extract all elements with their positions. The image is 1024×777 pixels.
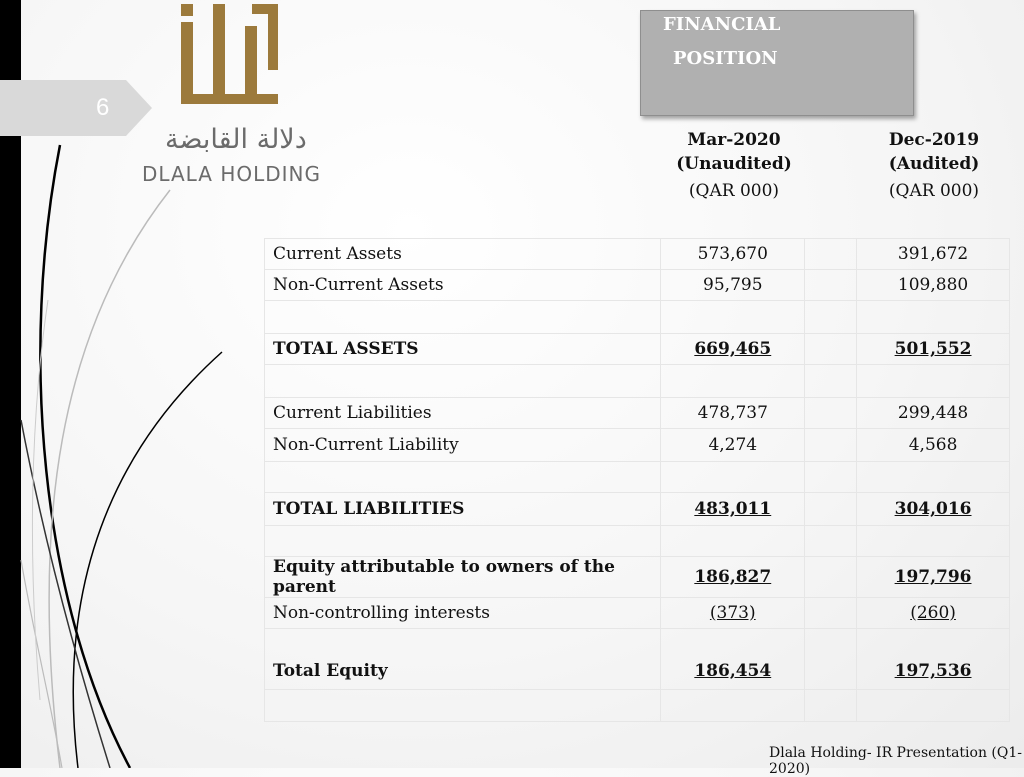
value-mar-2020: 669,465	[660, 333, 806, 365]
table-row: Non-controlling interests (373) (260)	[263, 597, 1010, 629]
table-row: Non-Current Liability 4,274 4,568	[263, 428, 1010, 462]
row-label: Current Assets	[263, 238, 662, 270]
value-dec-2019: 391,672	[856, 238, 1010, 270]
row-label: TOTAL ASSETS	[263, 333, 662, 365]
value-mar-2020: 573,670	[660, 238, 806, 270]
left-black-bar	[0, 0, 21, 768]
table-row: Current Liabilities 478,737 299,448	[263, 397, 1010, 429]
value-mar-2020: 186,827	[660, 556, 806, 598]
row-label: Non-Current Assets	[263, 269, 662, 301]
title-box: FINANCIAL POSITION	[640, 10, 914, 116]
footer-text: Dlala Holding- IR Presentation (Q1-2020)	[769, 745, 1022, 777]
table-row: Non-Current Assets 95,795 109,880	[263, 269, 1010, 301]
column-header-dec-2019: Dec-2019 (Audited) (QAR 000)	[834, 128, 1024, 203]
financial-position-table: Current Assets 573,670 391,672 Non-Curre…	[263, 238, 1010, 722]
value-dec-2019: 501,552	[856, 333, 1010, 365]
row-label: Total Equity	[263, 628, 662, 690]
row-label: Equity attributable to owners of the par…	[263, 556, 662, 598]
row-label: Non-controlling interests	[263, 597, 662, 629]
logo-english-text: DLALA HOLDING	[142, 162, 322, 186]
dlala-logo-mark	[181, 4, 278, 104]
value-mar-2020: 95,795	[660, 269, 806, 301]
table-row: Equity attributable to owners of the par…	[263, 556, 1010, 598]
column-unit: (QAR 000)	[688, 181, 780, 201]
spacer-row	[263, 689, 1010, 722]
title-line-1: FINANCIAL	[663, 14, 781, 35]
value-mar-2020: 186,454	[660, 628, 806, 690]
value-dec-2019: 197,796	[856, 556, 1010, 598]
decorative-curves	[20, 144, 223, 768]
spacer-row	[263, 525, 1010, 557]
spacer-row	[263, 461, 1010, 493]
title-line-2: POSITION	[673, 48, 778, 69]
slide-number: 6	[96, 94, 110, 121]
slide-number-tab	[0, 80, 152, 136]
row-label: Current Liabilities	[263, 397, 662, 429]
spacer-row	[263, 300, 1010, 334]
value-mar-2020: 4,274	[660, 428, 806, 462]
column-status: (Audited)	[888, 154, 980, 174]
value-dec-2019: 4,568	[856, 428, 1010, 462]
spacer-row	[263, 364, 1010, 398]
logo-arabic-text: دلالة القابضة	[165, 124, 307, 155]
column-unit: (QAR 000)	[888, 181, 980, 201]
value-dec-2019: 304,016	[856, 492, 1010, 526]
row-label: Non-Current Liability	[263, 428, 662, 462]
column-status: (Unaudited)	[676, 154, 792, 174]
value-dec-2019: 109,880	[856, 269, 1010, 301]
value-mar-2020: (373)	[660, 597, 806, 629]
column-period: Mar-2020	[687, 130, 781, 150]
value-dec-2019: 299,448	[856, 397, 1010, 429]
column-header-mar-2020: Mar-2020 (Unaudited) (QAR 000)	[634, 128, 834, 203]
row-label: TOTAL LIABILITIES	[263, 492, 662, 526]
value-dec-2019: 197,536	[856, 628, 1010, 690]
table-row: Current Assets 573,670 391,672	[263, 238, 1010, 270]
value-mar-2020: 478,737	[660, 397, 806, 429]
table-row: TOTAL ASSETS 669,465 501,552	[263, 333, 1010, 365]
table-row: TOTAL LIABILITIES 483,011 304,016	[263, 492, 1010, 526]
value-mar-2020: 483,011	[660, 492, 806, 526]
column-period: Dec-2019	[888, 130, 980, 150]
table-row: Total Equity 186,454 197,536	[263, 628, 1010, 690]
value-dec-2019: (260)	[856, 597, 1010, 629]
